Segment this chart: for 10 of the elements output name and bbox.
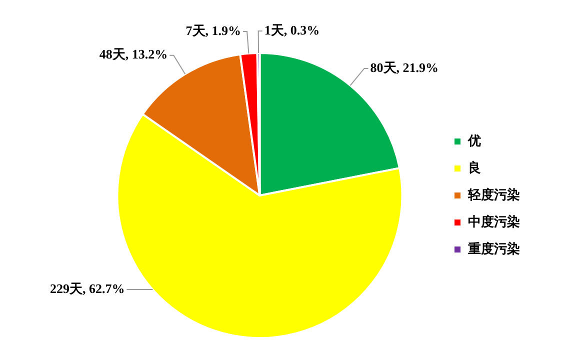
legend-label: 中度污染 bbox=[468, 214, 520, 229]
data-label: 80天, 21.9% bbox=[370, 60, 439, 75]
legend-label: 轻度污染 bbox=[467, 186, 520, 202]
data-label: 7天, 1.9% bbox=[186, 22, 242, 38]
data-label: 1天, 0.3% bbox=[264, 22, 320, 38]
legend-label: 优 bbox=[467, 132, 481, 148]
data-label: 229天, 62.7% bbox=[50, 280, 125, 296]
legend-label: 重度污染 bbox=[467, 240, 520, 256]
legend-label: 良 bbox=[468, 160, 481, 175]
data-label: 48天, 13.2% bbox=[99, 46, 168, 62]
